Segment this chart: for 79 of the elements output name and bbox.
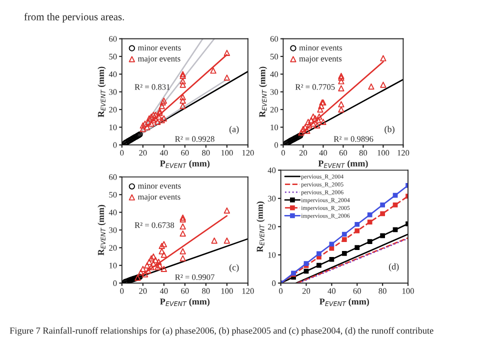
x-tick-label: 0 bbox=[279, 288, 283, 294]
annotation: R² = 0.9896 bbox=[334, 136, 374, 142]
y-axis-title: R$_{EVENT}$ (mm) bbox=[256, 202, 265, 252]
x-axis-title: P$_{EVENT}$ (mm) bbox=[160, 160, 210, 168]
y-tick-label: 50 bbox=[270, 54, 278, 60]
x-tick-label: 0 bbox=[120, 288, 124, 294]
x-tick-label: 40 bbox=[328, 288, 336, 294]
x-tick-label: 20 bbox=[139, 150, 147, 156]
x-tick-label: 20 bbox=[302, 288, 310, 294]
annotation: (b) bbox=[384, 126, 394, 134]
x-tick-label: 120 bbox=[242, 150, 254, 156]
y-tick-label: 40 bbox=[108, 210, 117, 216]
x-tick-label: 20 bbox=[299, 150, 308, 156]
x-tick-label: 60 bbox=[339, 150, 348, 156]
x-tick-label: 40 bbox=[160, 288, 168, 294]
x-tick-label: 40 bbox=[160, 150, 168, 156]
y-tick-label: 10 bbox=[268, 252, 276, 258]
y-tick-label: 40 bbox=[270, 71, 278, 78]
x-tick-label: 40 bbox=[319, 150, 328, 156]
x-tick-label: 80 bbox=[202, 150, 210, 156]
y-tick-label: 20 bbox=[270, 106, 278, 112]
x-tick-label: 100 bbox=[402, 288, 414, 294]
x-tick-label: 100 bbox=[378, 150, 390, 156]
legend-label: minor events bbox=[138, 183, 181, 189]
x-tick-label: 100 bbox=[221, 288, 233, 294]
x-tick-label: 100 bbox=[221, 150, 233, 156]
x-tick-label: 120 bbox=[398, 150, 410, 156]
annotation: R² = 0.9928 bbox=[175, 136, 214, 142]
y-tick-label: 30 bbox=[109, 89, 117, 95]
y-tick-label: 10 bbox=[109, 262, 117, 268]
x-tick-label: 60 bbox=[353, 288, 361, 294]
y-tick-label: 20 bbox=[268, 224, 276, 230]
annotation: (c) bbox=[229, 264, 239, 272]
y-axis-title: R$_{EVENT}$ (mm) bbox=[258, 66, 268, 118]
legend-label: major events bbox=[138, 56, 180, 64]
y-axis-title: R$_{EVENT}$ (mm) bbox=[98, 66, 106, 118]
annotation: R² = 0.9907 bbox=[175, 274, 214, 280]
y-tick-label: 30 bbox=[109, 227, 117, 233]
legend-label: minor events bbox=[138, 44, 181, 51]
x-axis-title: P$_{EVENT}$ (mm) bbox=[318, 160, 368, 168]
y-axis-title: R$_{EVENT}$ (mm) bbox=[98, 204, 106, 256]
y-tick-label: 20 bbox=[109, 245, 117, 251]
annotation: R² = 0.7705 bbox=[295, 84, 335, 90]
y-tick-label: 10 bbox=[270, 124, 278, 130]
y-tick-label: 30 bbox=[270, 89, 278, 95]
legend-label: minor events bbox=[299, 44, 342, 51]
y-tick-label: 60 bbox=[270, 36, 278, 42]
y-tick-label: 40 bbox=[268, 168, 276, 174]
y-tick-label: 50 bbox=[109, 54, 117, 60]
x-tick-label: 80 bbox=[202, 288, 210, 294]
y-tick-label: 0 bbox=[272, 280, 276, 286]
annotation: R² = 0.6738 bbox=[134, 222, 174, 228]
x-axis-title: P$_{EVENT}$ (mm) bbox=[320, 298, 370, 306]
y-tick-label: 40 bbox=[108, 71, 117, 78]
legend-label: major events bbox=[138, 194, 180, 202]
annotation: R² = 0.831 bbox=[134, 84, 170, 90]
y-tick-label: 0 bbox=[113, 142, 117, 148]
x-tick-label: 0 bbox=[120, 150, 124, 156]
text: from the pervious areas. bbox=[24, 12, 124, 22]
x-axis-title: P$_{EVENT}$ (mm) bbox=[160, 298, 210, 306]
y-tick-label: 0 bbox=[113, 280, 117, 286]
x-tick-label: 60 bbox=[181, 288, 189, 294]
annotation: (a) bbox=[229, 126, 239, 134]
x-tick-label: 80 bbox=[378, 288, 386, 294]
x-tick-label: 20 bbox=[139, 288, 147, 294]
x-tick-label: 120 bbox=[242, 288, 254, 294]
y-tick-label: 50 bbox=[109, 192, 117, 198]
legend-label: major events bbox=[299, 56, 342, 64]
annotation: (d) bbox=[388, 263, 399, 272]
x-tick-label: 60 bbox=[181, 150, 189, 156]
y-tick-label: 10 bbox=[109, 124, 117, 130]
y-tick-label: 60 bbox=[109, 174, 117, 180]
x-tick-label: 0 bbox=[281, 150, 285, 156]
y-tick-label: 30 bbox=[268, 196, 276, 202]
x-tick-label: 80 bbox=[359, 150, 368, 156]
caption: Figure 7 Rainfall-runoff relationships for (a) phase2006, (b) phase2005 and (c) phase2004, (d) the runoff contribute bbox=[10, 327, 434, 336]
y-tick-label: 60 bbox=[109, 36, 117, 42]
y-tick-label: 20 bbox=[109, 106, 117, 112]
y-tick-label: 0 bbox=[274, 142, 278, 148]
